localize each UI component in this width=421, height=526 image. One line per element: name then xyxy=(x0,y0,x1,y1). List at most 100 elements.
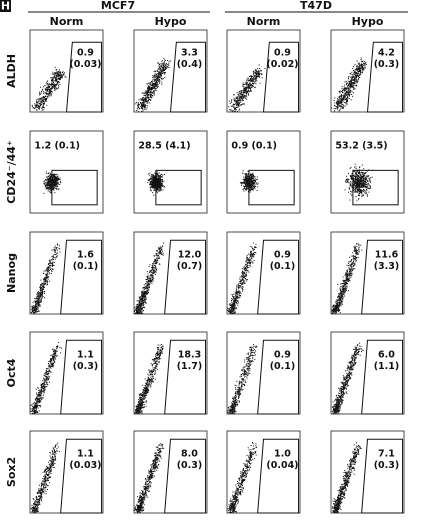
event-dot xyxy=(151,187,153,188)
event-dot xyxy=(141,303,143,305)
event-dot xyxy=(343,96,345,98)
event-dot xyxy=(236,106,238,108)
event-dot xyxy=(256,74,258,75)
event-dot xyxy=(344,105,346,107)
event-dot xyxy=(152,85,154,87)
event-dot xyxy=(52,187,54,189)
event-dot xyxy=(163,186,165,188)
event-dot xyxy=(238,105,240,107)
event-dot xyxy=(367,187,369,189)
event-dot xyxy=(249,90,251,92)
event-dot xyxy=(231,311,233,313)
event-dot xyxy=(49,90,51,92)
event-dot xyxy=(144,298,146,300)
dot-plot: 1.6(0.1) xyxy=(29,231,104,315)
event-dot xyxy=(156,184,158,185)
event-dot xyxy=(146,290,148,292)
event-dot xyxy=(48,267,50,269)
event-dot xyxy=(233,103,235,105)
event-dot xyxy=(40,287,42,289)
event-dot xyxy=(155,83,157,85)
event-dot xyxy=(357,70,359,72)
event-dot xyxy=(234,113,235,114)
gate xyxy=(51,169,98,206)
event-dot xyxy=(347,82,349,84)
event-dot xyxy=(157,85,159,87)
event-dot xyxy=(352,79,354,81)
event-dot xyxy=(359,70,361,72)
event-dot xyxy=(52,181,54,183)
event-dot xyxy=(345,100,347,101)
event-dot xyxy=(351,91,353,93)
event-dot xyxy=(249,87,250,89)
event-dot xyxy=(155,266,157,268)
event-dot xyxy=(56,188,58,190)
event-dot xyxy=(146,271,148,273)
event-dot xyxy=(37,304,39,306)
event-dot xyxy=(151,181,153,183)
event-dot xyxy=(250,175,252,177)
event-dot xyxy=(31,311,33,313)
event-dot xyxy=(356,191,358,193)
event-dot xyxy=(356,64,358,66)
event-dot xyxy=(366,186,368,188)
event-dot xyxy=(145,105,147,107)
event-dot xyxy=(49,261,50,263)
event-dot xyxy=(52,91,54,93)
event-dot xyxy=(243,188,245,190)
event-dot xyxy=(350,73,352,75)
event-dot xyxy=(136,110,138,112)
event-dot xyxy=(358,184,360,186)
gate-value: (0.03) xyxy=(69,59,101,70)
event-dot xyxy=(41,291,43,293)
event-dot xyxy=(160,180,162,182)
event-dot xyxy=(238,105,240,107)
event-dot xyxy=(157,87,159,89)
event-dot xyxy=(251,76,253,77)
event-dot xyxy=(149,286,150,288)
event-dot xyxy=(245,185,247,187)
event-dot xyxy=(35,307,37,309)
event-dot xyxy=(363,68,365,70)
event-dot xyxy=(365,182,367,184)
event-dot xyxy=(355,175,357,177)
event-dot xyxy=(251,85,252,87)
event-dot xyxy=(143,304,145,306)
event-dot xyxy=(48,183,50,185)
event-dot xyxy=(154,267,156,268)
event-dot xyxy=(154,83,156,85)
event-dot xyxy=(252,188,254,190)
event-dot xyxy=(54,245,56,247)
event-dot xyxy=(32,309,33,311)
event-dot xyxy=(353,184,355,186)
event-dot xyxy=(159,180,161,182)
event-dot xyxy=(351,187,353,189)
event-dot xyxy=(160,72,162,74)
event-dot xyxy=(348,84,350,86)
event-dot xyxy=(152,174,154,175)
event-dot xyxy=(240,104,242,106)
event-dot xyxy=(143,292,145,294)
event-dot xyxy=(147,82,149,84)
event-dot xyxy=(229,102,231,104)
event-dot xyxy=(363,186,365,188)
event-dot xyxy=(246,79,248,81)
event-dot xyxy=(154,265,156,267)
event-dot xyxy=(244,275,246,277)
event-dot xyxy=(345,102,346,104)
event-dot xyxy=(142,296,144,298)
event-dot xyxy=(340,94,342,96)
gate-value: (0.1) xyxy=(73,261,99,272)
event-dot xyxy=(155,260,157,262)
event-dot xyxy=(363,180,365,182)
event-dot xyxy=(252,172,254,174)
event-dot xyxy=(250,253,252,255)
event-dot xyxy=(153,78,155,80)
event-dot xyxy=(36,292,38,294)
event-dot xyxy=(364,173,366,175)
event-dot xyxy=(355,180,357,181)
event-dot xyxy=(359,192,361,193)
event-dot xyxy=(235,290,237,292)
event-dot xyxy=(39,102,41,104)
event-dot xyxy=(49,185,51,187)
